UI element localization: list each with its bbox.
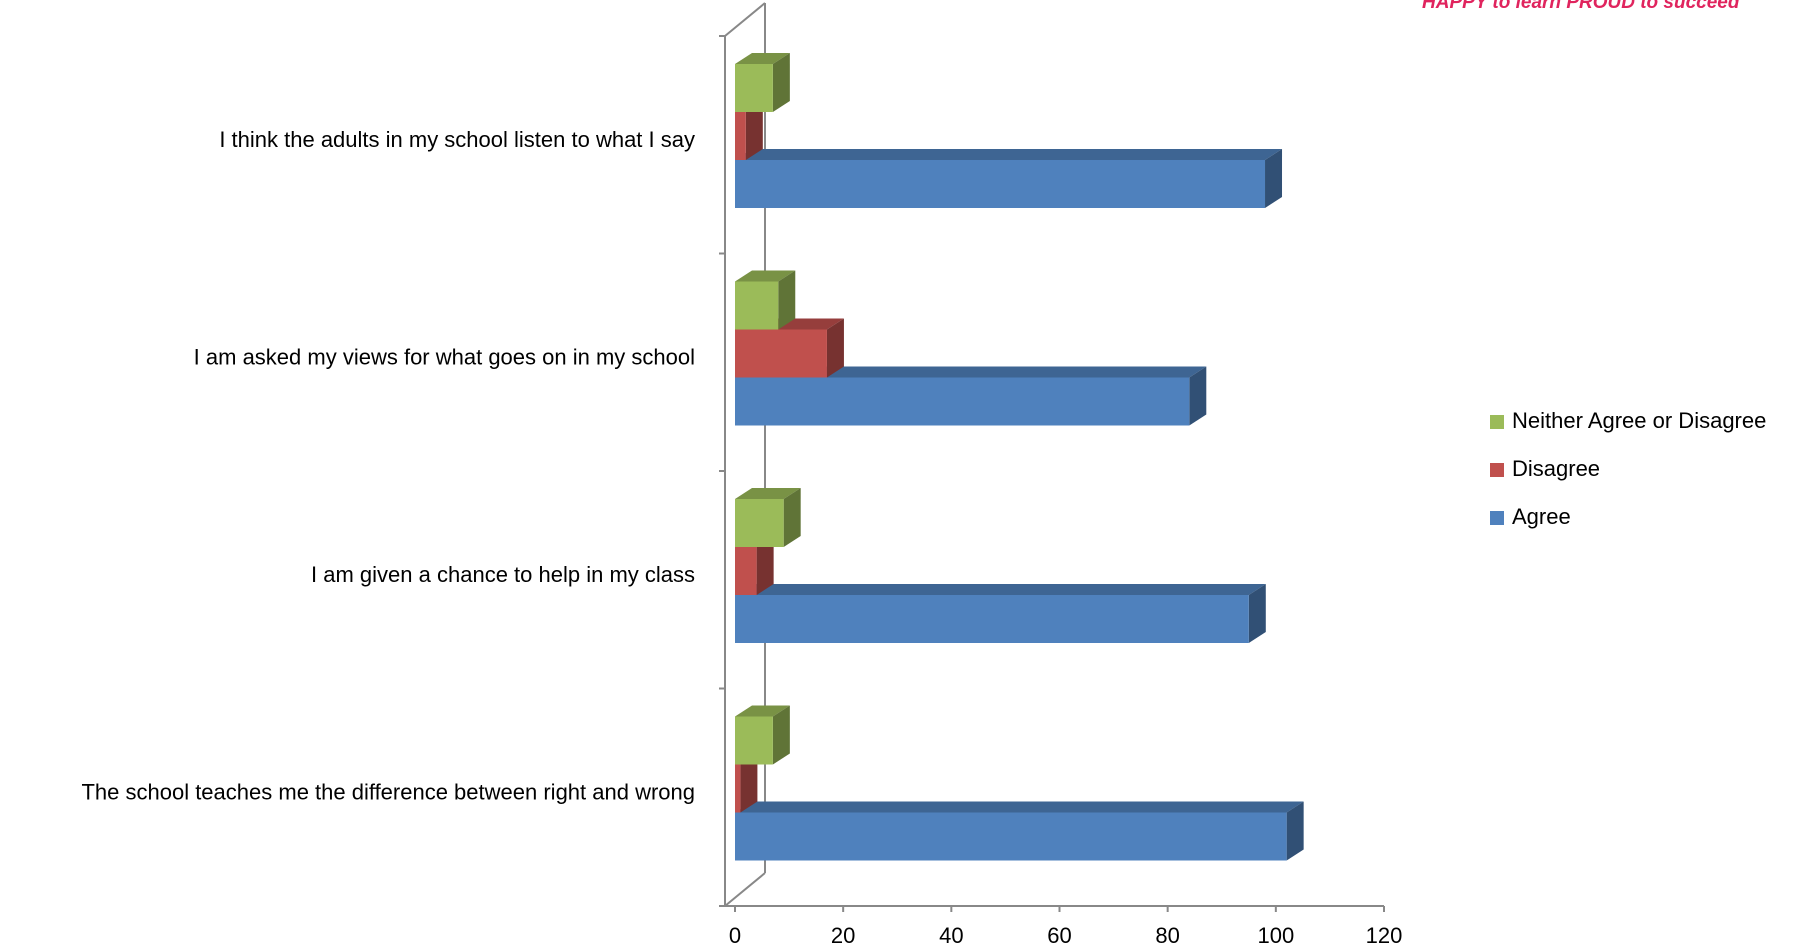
chart-axes: [719, 2, 1384, 907]
category-label: I think the adults in my school listen t…: [219, 127, 695, 152]
bar-agree-3: [735, 584, 1266, 643]
banner-slogan: HAPPY to learn PROUD to succeed: [1422, 0, 1740, 13]
bar-neither-agree-or-disagree-2: [735, 270, 796, 330]
x-tick-label: 40: [939, 923, 963, 947]
chart-bars: [735, 53, 1304, 861]
banner-proud: PROUD: [1566, 0, 1635, 13]
banner-to-learn: to learn: [1487, 0, 1566, 13]
legend-swatch: [1490, 511, 1504, 525]
banner-happy: HAPPY: [1422, 0, 1490, 13]
x-tick-label: 60: [1047, 923, 1071, 947]
bar-agree-1: [735, 149, 1283, 208]
bar-neither-agree-or-disagree-4: [735, 705, 790, 765]
x-tick-label: 120: [1366, 923, 1403, 947]
x-axis-ticks: 0 20 40 60 80 100 120: [729, 906, 1402, 947]
chart-legend: Neither Agree or Disagree Disagree Agree: [1490, 408, 1766, 529]
legend-swatch: [1490, 463, 1504, 477]
bar-neither-agree-or-disagree-3: [735, 488, 801, 547]
banner-to-succeed: to succeed: [1635, 0, 1740, 13]
legend-label: Neither Agree or Disagree: [1512, 408, 1766, 433]
category-label: The school teaches me the difference bet…: [81, 780, 695, 805]
legend-swatch: [1490, 415, 1504, 429]
category-label: I am asked my views for what goes on in …: [194, 345, 695, 370]
x-tick-label: 80: [1155, 923, 1179, 947]
legend-label: Agree: [1512, 504, 1571, 529]
legend-label: Disagree: [1512, 456, 1600, 481]
bar-neither-agree-or-disagree-1: [735, 53, 790, 112]
bar-agree-2: [735, 366, 1207, 426]
category-labels: I think the adults in my school listen t…: [81, 127, 695, 805]
bar-agree-4: [735, 801, 1304, 861]
x-tick-label: 20: [831, 923, 855, 947]
category-label: I am given a chance to help in my class: [311, 562, 695, 587]
x-tick-label: 100: [1257, 923, 1294, 947]
x-tick-label: 0: [729, 923, 741, 947]
